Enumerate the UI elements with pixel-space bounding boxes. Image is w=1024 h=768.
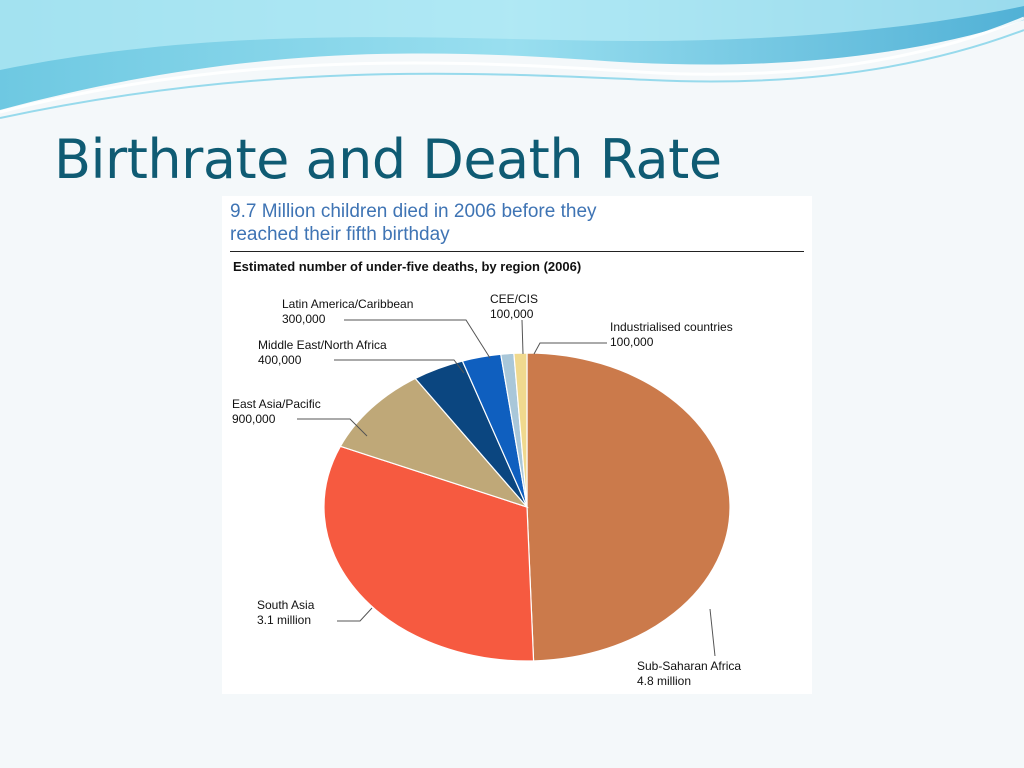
- leader-line-east-asia-pacific: [297, 418, 368, 437]
- slide-title: Birthrate and Death Rate: [54, 128, 722, 191]
- pie-slice-industrialised-countries: [513, 352, 528, 508]
- headline-divider: [230, 251, 804, 252]
- slice-label-sub-saharan-africa: Sub-Saharan Africa: [637, 659, 741, 673]
- leader-line-sub-saharan-africa: [709, 608, 716, 657]
- figure-headline: 9.7 Million children died in 2006 before…: [230, 200, 800, 246]
- slice-label-cee-cis: CEE/CIS: [490, 292, 538, 306]
- chart-figure: 9.7 Million children died in 2006 before…: [222, 196, 812, 694]
- figure-headline-line-1: 9.7 Million children died in 2006 before…: [230, 201, 597, 222]
- leader-line-cee-cis: [521, 319, 524, 355]
- pie-slice-sub-saharan-africa: [526, 352, 731, 662]
- pie-slice-south-asia: [323, 445, 535, 662]
- slice-label-industrialised-countries: Industrialised countries: [610, 320, 733, 334]
- leader-line-latin-america-caribbean: [344, 319, 491, 359]
- figure-headline-line-2: reached their fifth birthday: [230, 224, 450, 245]
- slice-label-south-asia: South Asia: [257, 598, 315, 612]
- slice-label-east-asia-pacific: East Asia/Pacific: [232, 397, 321, 411]
- slice-value-east-asia-pacific: 900,000: [232, 412, 276, 426]
- slice-label-middle-east-north-africa: Middle East/North Africa: [258, 338, 387, 352]
- chart-title: Estimated number of under-five deaths, b…: [233, 259, 582, 274]
- leader-line-middle-east-north-africa: [334, 359, 465, 374]
- leader-line-south-asia: [337, 607, 373, 622]
- slice-value-industrialised-countries: 100,000: [610, 335, 654, 349]
- slice-value-middle-east-north-africa: 400,000: [258, 353, 302, 367]
- pie-slice-east-asia-pacific: [339, 377, 529, 509]
- slice-label-latin-america-caribbean: Latin America/Caribbean: [282, 297, 413, 311]
- slice-value-latin-america-caribbean: 300,000: [282, 312, 326, 326]
- slice-value-sub-saharan-africa: 4.8 million: [637, 674, 691, 688]
- slice-value-south-asia: 3.1 million: [257, 613, 311, 627]
- slice-value-cee-cis: 100,000: [490, 307, 534, 321]
- leader-line-industrialised-countries: [533, 342, 607, 355]
